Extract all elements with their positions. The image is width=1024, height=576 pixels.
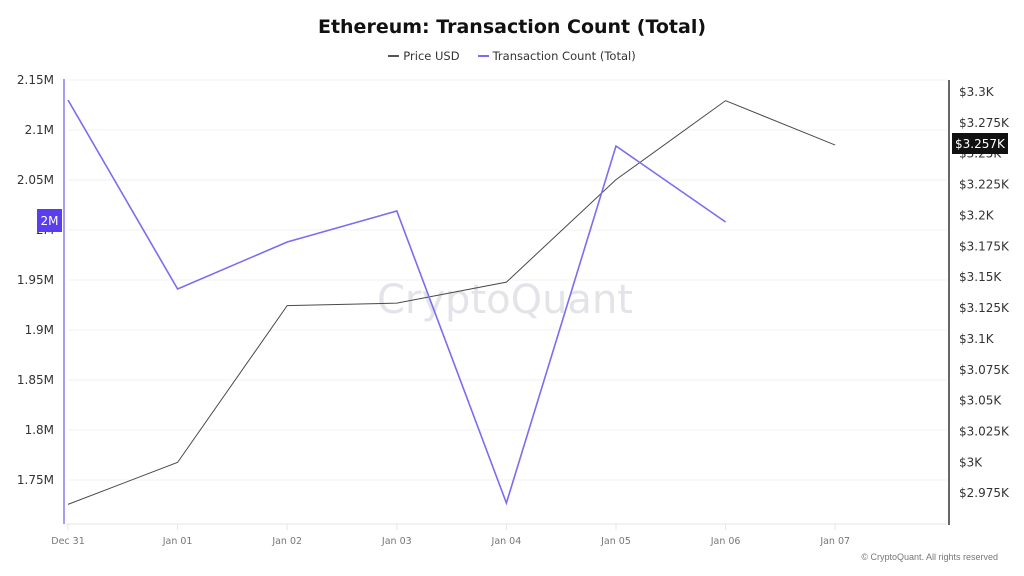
left-axis-tick-label: 1.95M (17, 273, 54, 287)
x-axis-tick-label: Jan 02 (271, 536, 302, 547)
price-usd-line[interactable] (67, 100, 836, 505)
x-axis-tick-label: Jan 03 (381, 536, 412, 547)
x-axis-tick-label: Jan 04 (491, 536, 522, 547)
left-axis-tick-label: 1.75M (17, 473, 54, 487)
right-axis-tick-label: $3.175K (959, 239, 1010, 253)
legend-label: Transaction Count (Total) (492, 49, 636, 63)
x-axis-tick-label: Jan 01 (162, 536, 193, 547)
x-axis-tick-label: Dec 31 (51, 536, 85, 547)
right-axis-tick-label: $3.025K (959, 425, 1010, 439)
right-axis-tick-label: $3.225K (959, 178, 1010, 192)
right-axis-tick-label: $2.975K (959, 486, 1010, 500)
x-axis-ticks: Dec 31 Jan 01 Jan 02 Jan 03 Jan 04 Jan 05 Jan … (51, 524, 850, 547)
left-axis-tick-label: 1.9M (25, 323, 54, 337)
left-axis-tick-label: 1.8M (25, 423, 54, 437)
price-line-swatch-icon (388, 55, 400, 57)
right-axis-tick-label: $3.05K (959, 394, 1002, 408)
legend-label: Price USD (403, 49, 460, 63)
legend-item-price-usd[interactable]: Price USD (388, 49, 460, 63)
copyright-notice: © CryptoQuant. All rights reserved (861, 552, 998, 562)
legend-item-transaction-count[interactable]: Transaction Count (Total) (477, 49, 636, 63)
left-axis-tick-label: 2.15M (17, 73, 54, 87)
right-axis-tick-label: $3.125K (959, 301, 1010, 315)
right-axis-tick-label: $3K (959, 455, 983, 469)
watermark: CryptoQuant (377, 277, 633, 323)
right-axis-tick-label: $3.075K (959, 363, 1010, 377)
left-axis-crosshair-label: 2M (37, 209, 62, 232)
left-axis-tick-label: 2.05M (17, 173, 54, 187)
right-axis-crosshair-label: $3.257K (952, 133, 1008, 154)
right-axis-tick-label: $3.1K (959, 332, 995, 346)
left-axis-tick-label: 1.85M (17, 373, 54, 387)
tx-line-swatch-icon (477, 55, 489, 57)
gridlines (68, 79, 947, 481)
right-axis-tick-label: $3.3K (959, 85, 995, 99)
right-axis-tick-label: $3.15K (959, 270, 1002, 284)
transaction-count-line[interactable] (67, 99, 727, 506)
chart-title: Ethereum: Transaction Count (Total) (317, 16, 707, 38)
right-axis-tick-label: $3.275K (959, 116, 1010, 130)
x-axis-tick-label: Jan 07 (819, 536, 850, 547)
x-axis-tick-label: Jan 05 (600, 536, 631, 547)
right-axis-tick-label: $3.2K (959, 208, 995, 222)
x-axis-tick-label: Jan 06 (710, 536, 741, 547)
legend: Price USD Transaction Count (Total) (0, 49, 1024, 63)
left-axis-tick-label: 2.1M (25, 123, 54, 137)
